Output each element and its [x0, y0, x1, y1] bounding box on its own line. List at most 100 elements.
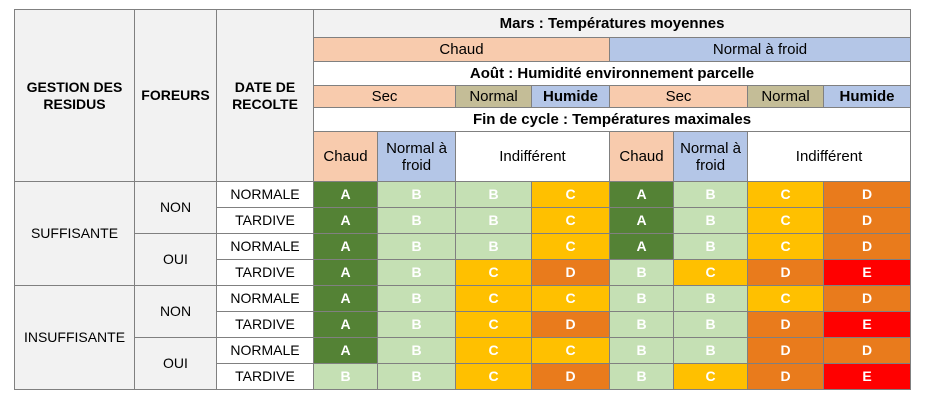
header-aout-normal: Normal	[455, 85, 532, 108]
score-cell: B	[377, 337, 456, 364]
table-row: OUI NORMALE A B C C B B D D	[15, 337, 912, 390]
foreurs-cell: NON	[134, 285, 217, 338]
score-cell: C	[673, 259, 748, 286]
gestion-cell: SUFFISANTE	[14, 181, 135, 286]
header-fin-de-cycle-title: Fin de cycle : Températures maximales	[312, 107, 912, 132]
date-recolte-cell: NORMALE	[216, 181, 314, 208]
score-cell: E	[822, 311, 912, 338]
table-row: TARDIVE A B C D B B D E	[15, 311, 912, 338]
header-mars-chaud: Chaud	[313, 37, 610, 62]
score-cell: A	[313, 207, 378, 234]
date-recolte-cell: TARDIVE	[216, 207, 314, 234]
score-cell: C	[531, 207, 610, 234]
table-row: TARDIVE A B C D B C D E	[15, 259, 912, 286]
score-cell: A	[313, 259, 378, 286]
table-row: TARDIVE A B B C A B C D	[15, 207, 912, 234]
header-aout-humide: Humide	[822, 85, 912, 108]
foreurs-cell: OUI	[134, 233, 217, 286]
score-cell: B	[673, 311, 748, 338]
score-cell: D	[531, 311, 610, 338]
score-cell: C	[455, 337, 532, 364]
score-cell: B	[609, 311, 674, 338]
score-cell: B	[377, 181, 456, 208]
header-aout-title: Août : Humidité environnement parcelle	[312, 61, 912, 86]
score-cell: C	[455, 311, 532, 338]
score-cell: B	[455, 181, 532, 208]
score-cell: A	[313, 233, 378, 260]
score-cell: D	[822, 207, 912, 234]
score-cell: A	[313, 181, 378, 208]
score-cell: C	[747, 233, 824, 260]
score-cell: D	[822, 337, 912, 364]
score-cell: B	[673, 337, 748, 364]
score-cell: B	[673, 207, 748, 234]
score-cell: C	[455, 259, 532, 286]
header-aout-sec: Sec	[609, 85, 748, 108]
date-recolte-cell: TARDIVE	[216, 363, 314, 390]
score-cell: C	[455, 363, 532, 390]
gestion-cell: INSUFFISANTE	[14, 285, 135, 390]
header-fin-chaud: Chaud	[609, 131, 674, 182]
score-cell: A	[609, 207, 674, 234]
score-cell: B	[455, 233, 532, 260]
score-cell: C	[531, 233, 610, 260]
header-fin-indifferent: Indifférent	[746, 131, 912, 182]
header-fin-normal-a-froid: Normal à froid	[673, 131, 748, 182]
score-cell: E	[822, 259, 912, 286]
score-cell: B	[377, 233, 456, 260]
score-cell: C	[747, 285, 824, 312]
score-cell: C	[747, 181, 824, 208]
score-cell: A	[313, 285, 378, 312]
header-fin-indifferent: Indifférent	[455, 131, 610, 182]
score-cell: D	[747, 259, 824, 286]
header-fin-chaud: Chaud	[313, 131, 378, 182]
score-cell: B	[377, 363, 456, 390]
table-row: INSUFFISANTE NON NORMALE A B C C B B C D	[14, 285, 912, 390]
foreurs-cell: OUI	[134, 337, 217, 390]
date-recolte-cell: NORMALE	[216, 285, 314, 312]
score-cell: B	[609, 259, 674, 286]
header-aout-normal: Normal	[747, 85, 824, 108]
header-aout-humide: Humide	[531, 85, 610, 108]
date-recolte-cell: TARDIVE	[216, 311, 314, 338]
risk-matrix-table: GESTION DES RESIDUS FOREURS DATE DE RECO…	[14, 9, 912, 390]
score-cell: D	[531, 363, 610, 390]
score-cell: D	[822, 285, 912, 312]
header-aout-sec: Sec	[313, 85, 456, 108]
score-cell: B	[313, 363, 378, 390]
score-cell: D	[747, 311, 824, 338]
score-cell: B	[673, 233, 748, 260]
table-row: TARDIVE B B C D B C D E	[15, 363, 912, 390]
score-cell: A	[609, 181, 674, 208]
score-cell: B	[377, 207, 456, 234]
score-cell: B	[673, 285, 748, 312]
date-recolte-cell: NORMALE	[216, 233, 314, 260]
score-cell: B	[377, 259, 456, 286]
score-cell: C	[531, 337, 610, 364]
header-foreurs: FOREURS	[134, 9, 217, 182]
score-cell: A	[313, 337, 378, 364]
score-cell: B	[609, 363, 674, 390]
date-recolte-cell: NORMALE	[216, 337, 314, 364]
score-cell: B	[609, 337, 674, 364]
header-mars-title: Mars : Températures moyennes	[312, 9, 912, 38]
header-date-de-recolte: DATE DE RECOLTE	[216, 9, 314, 182]
score-cell: C	[531, 285, 610, 312]
score-cell: A	[313, 311, 378, 338]
header-mars-normal-a-froid: Normal à froid	[608, 37, 912, 62]
header-fin-normal-a-froid: Normal à froid	[377, 131, 456, 182]
score-cell: D	[747, 337, 824, 364]
date-recolte-cell: TARDIVE	[216, 259, 314, 286]
score-cell: C	[673, 363, 748, 390]
score-cell: D	[822, 233, 912, 260]
score-cell: D	[747, 363, 824, 390]
table-row: SUFFISANTE NON NORMALE A B B C A B C D	[14, 181, 912, 286]
score-cell: E	[822, 363, 912, 390]
score-cell: C	[747, 207, 824, 234]
header-gestion-des-residus: GESTION DES RESIDUS	[14, 9, 135, 182]
score-cell: B	[609, 285, 674, 312]
score-cell: A	[609, 233, 674, 260]
table-row: OUI NORMALE A B B C A B C D	[15, 233, 912, 286]
score-cell: B	[455, 207, 532, 234]
foreurs-cell: NON	[134, 181, 217, 234]
